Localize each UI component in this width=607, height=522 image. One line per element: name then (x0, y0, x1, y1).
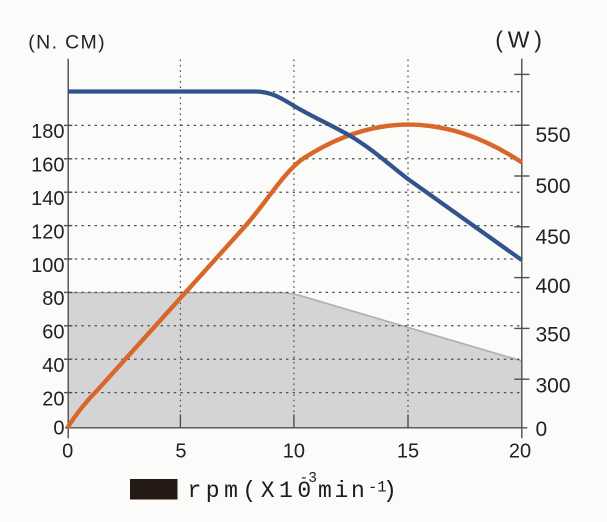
svg-text:60: 60 (42, 322, 64, 344)
svg-text:0: 0 (53, 418, 64, 440)
svg-text:-3: -3 (300, 471, 317, 487)
svg-text:(N. CM): (N. CM) (28, 31, 106, 53)
svg-text:0: 0 (536, 418, 548, 441)
svg-text:550: 550 (536, 124, 571, 147)
svg-text:160: 160 (31, 155, 64, 177)
svg-text:-1: -1 (368, 479, 387, 497)
svg-text:300: 300 (536, 374, 571, 397)
svg-text:500: 500 (536, 175, 571, 198)
svg-text:40: 40 (42, 355, 64, 377)
svg-text:80: 80 (42, 288, 64, 310)
svg-text:0: 0 (62, 440, 73, 462)
svg-text:rpm(X10: rpm(X10 (188, 478, 316, 504)
svg-text:120: 120 (31, 221, 64, 243)
svg-text:180: 180 (31, 121, 64, 143)
svg-text:400: 400 (536, 275, 571, 298)
svg-text:15: 15 (397, 440, 419, 462)
svg-text:min: min (318, 478, 368, 504)
svg-text:(W): (W) (495, 27, 546, 53)
svg-text:5: 5 (175, 440, 186, 462)
svg-text:10: 10 (283, 440, 305, 462)
svg-text:140: 140 (31, 188, 64, 210)
svg-text:100: 100 (31, 255, 64, 277)
svg-text:): ) (383, 478, 397, 504)
svg-text:350: 350 (536, 323, 571, 346)
svg-text:450: 450 (536, 226, 571, 249)
svg-text:20: 20 (509, 440, 531, 462)
svg-text:20: 20 (42, 388, 64, 410)
